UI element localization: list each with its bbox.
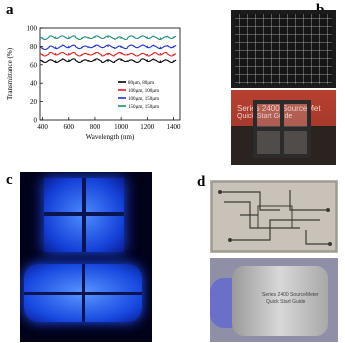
series-point-1 <box>159 53 162 55</box>
x-tick-label: 600 <box>64 123 75 131</box>
series-point-1 <box>133 53 135 56</box>
x-tick-label: 1000 <box>114 123 129 131</box>
panel-label-c: c <box>6 172 13 188</box>
series-point-2 <box>68 45 70 48</box>
series-point-3 <box>107 36 109 38</box>
legend-label-3: 150µm, 150µm <box>128 105 159 110</box>
glowing-panel-flat <box>44 178 124 252</box>
series-point-0 <box>120 59 122 61</box>
y-axis-label: Transmittance (%) <box>6 47 14 100</box>
y-tick-label: 100 <box>27 25 38 33</box>
y-tick-label: 0 <box>34 117 38 125</box>
series-point-3 <box>94 36 96 38</box>
circuit-traces <box>211 181 337 252</box>
series-point-0 <box>172 60 175 62</box>
series-point-3 <box>68 36 70 38</box>
photo-transparent-electrode: Series 2400 SourceMet Quick Start Guide <box>231 90 336 165</box>
panel-label-d: d <box>197 174 206 190</box>
series-point-3 <box>159 37 162 39</box>
series-point-1 <box>55 53 57 55</box>
series-point-1 <box>94 53 96 55</box>
series-point-2 <box>55 46 57 49</box>
panel-label-a: a <box>6 2 14 18</box>
series-point-2 <box>120 46 122 49</box>
series-point-3 <box>172 36 175 38</box>
series-point-0 <box>107 60 109 62</box>
series-point-2 <box>159 46 162 49</box>
series-point-3 <box>120 37 122 39</box>
series-point-2 <box>133 45 135 48</box>
film-subtext: Quick Start Guide <box>266 299 306 305</box>
series-point-0 <box>41 60 44 62</box>
series-point-2 <box>94 45 96 48</box>
series-line-1 <box>39 51 177 57</box>
rolled-film <box>232 266 328 336</box>
x-axis-label: Wavelength (nm) <box>86 133 135 141</box>
y-tick-label: 40 <box>30 80 38 88</box>
x-tick-label: 800 <box>90 123 101 131</box>
photo-circuit-pattern <box>210 180 338 253</box>
series-point-3 <box>41 37 44 39</box>
series-point-2 <box>41 47 44 49</box>
transmittance-chart: 400 600 800 1000 1200 1400 0 20 40 60 80 100 Wavelen… <box>6 25 181 142</box>
film-text: Series 2400 SourceMeter <box>262 292 319 298</box>
series-point-0 <box>146 59 148 61</box>
series-point-1 <box>120 53 122 55</box>
series-point-0 <box>94 59 96 61</box>
x-tick-label: 400 <box>37 123 48 131</box>
y-tick-label: 20 <box>30 98 38 106</box>
manual-subtitle-text: Quick Start Guide <box>237 113 293 120</box>
series-point-1 <box>107 53 109 56</box>
photo-electroluminescent-device <box>20 172 152 342</box>
series-point-0 <box>68 59 70 61</box>
series-point-1 <box>68 53 70 55</box>
series-point-2 <box>172 45 175 48</box>
series-point-2 <box>81 46 83 49</box>
series-point-1 <box>146 53 148 56</box>
series-line-3 <box>39 35 177 40</box>
legend-label-1: 100µm, 100µm <box>128 89 159 94</box>
legend-label-0: 80µm, 80µm <box>128 81 154 86</box>
series-point-3 <box>146 36 148 38</box>
manual-title-text: Series 2400 SourceMet <box>237 104 321 113</box>
series-line-2 <box>39 44 177 51</box>
plot-frame <box>39 27 181 121</box>
mesh-grid-lines <box>235 14 332 84</box>
series-point-2 <box>107 45 109 48</box>
series-point-1 <box>41 53 44 56</box>
legend-label-2: 100µm, 150µm <box>128 97 159 102</box>
series-point-3 <box>55 36 57 38</box>
series-point-0 <box>81 60 83 62</box>
electrode-frame <box>253 100 311 158</box>
series-point-0 <box>159 60 162 62</box>
series-point-1 <box>81 53 83 56</box>
y-tick-label: 60 <box>30 61 38 69</box>
y-tick-label: 80 <box>30 43 38 51</box>
series-point-3 <box>133 36 135 38</box>
x-tick-label: 1400 <box>166 123 181 131</box>
x-tick-label: 1200 <box>140 123 155 131</box>
glowing-panel-bent <box>24 264 142 322</box>
series-line-0 <box>39 58 177 63</box>
series-point-0 <box>55 60 57 62</box>
series-point-0 <box>133 60 135 62</box>
photo-mesh-grid <box>231 10 336 88</box>
series-point-3 <box>81 37 83 39</box>
series-point-2 <box>146 45 148 48</box>
series-point-1 <box>172 53 175 56</box>
photo-flexible-film: Series 2400 SourceMeter Quick Start Guid… <box>210 258 338 342</box>
